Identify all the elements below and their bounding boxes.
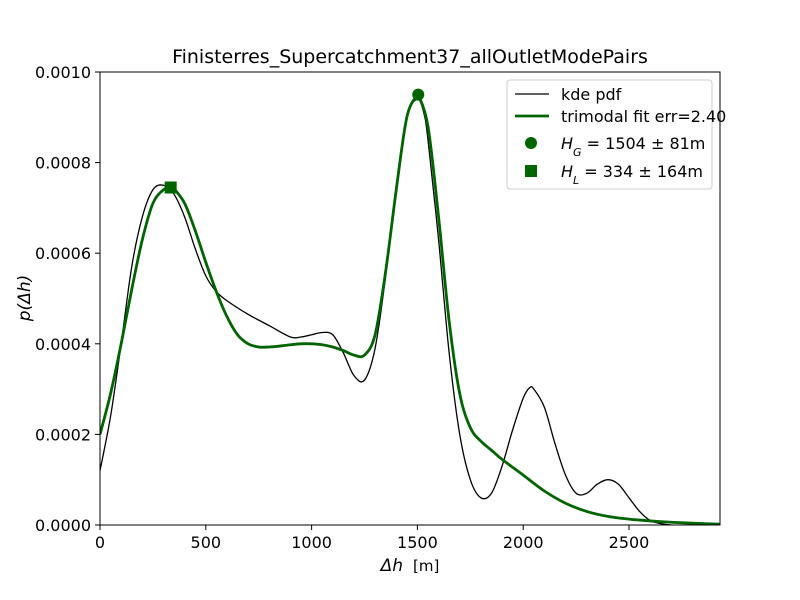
x-axis: 0 500 1000 1500 2000 2500 xyxy=(95,525,649,552)
legend-hl-marker xyxy=(525,165,537,177)
legend-hl-label: HL = 334 ± 164m xyxy=(561,162,703,187)
plot-frame xyxy=(99,71,721,526)
x-tick-label-5: 2500 xyxy=(609,533,650,552)
x-tick-label-0: 0 xyxy=(95,533,105,552)
legend-hg-value: = 1504 ± 81m xyxy=(582,134,706,153)
legend-hg-marker xyxy=(525,137,537,149)
x-axis-unit: [m] xyxy=(413,557,439,575)
series-trimodal-fit xyxy=(100,89,720,525)
x-tick-label-1: 500 xyxy=(191,533,222,552)
legend-box xyxy=(506,79,713,190)
x-tick-label-4: 2000 xyxy=(503,533,544,552)
x-tick-label-2: 1000 xyxy=(291,533,332,552)
y-tick-label-3: 0.0006 xyxy=(35,244,91,263)
y-tick-label-2: 0.0004 xyxy=(35,335,91,354)
legend-hg-label: HG = 1504 ± 81m xyxy=(561,134,705,159)
legend-kde-label: kde pdf xyxy=(561,85,622,104)
legend-hl-symbol: H xyxy=(561,162,573,181)
series-layer xyxy=(100,88,720,525)
y-tick-label-1: 0.0002 xyxy=(35,425,91,444)
y-tick-label-4: 0.0008 xyxy=(35,154,91,173)
y-axis: 0.0000 0.0002 0.0004 0.0006 0.0008 0.0010 xyxy=(35,63,100,535)
chart-title: Finisterres_Supercatchment37_allOutletMo… xyxy=(172,46,648,68)
legend-hl-value: = 334 ± 164m xyxy=(579,162,703,181)
x-tick-label-3: 1500 xyxy=(397,533,438,552)
y-axis-label: p(Δh) xyxy=(15,275,35,322)
x-axis-label: Δh [m] xyxy=(379,556,440,576)
marker-hl-point xyxy=(164,181,177,194)
legend: kde pdf trimodal fit err=2.40 HG = 1504 … xyxy=(506,79,726,190)
marker-hg-point xyxy=(412,88,425,101)
legend-hg-symbol: H xyxy=(561,134,573,153)
x-axis-symbol: Δh xyxy=(379,556,403,576)
legend-hl-subscript: L xyxy=(573,174,579,187)
y-tick-label-5: 0.0010 xyxy=(35,63,91,82)
legend-fit-label: trimodal fit err=2.40 xyxy=(561,107,726,126)
y-tick-label-0: 0.0000 xyxy=(35,516,91,535)
legend-hg-subscript: G xyxy=(573,146,582,159)
